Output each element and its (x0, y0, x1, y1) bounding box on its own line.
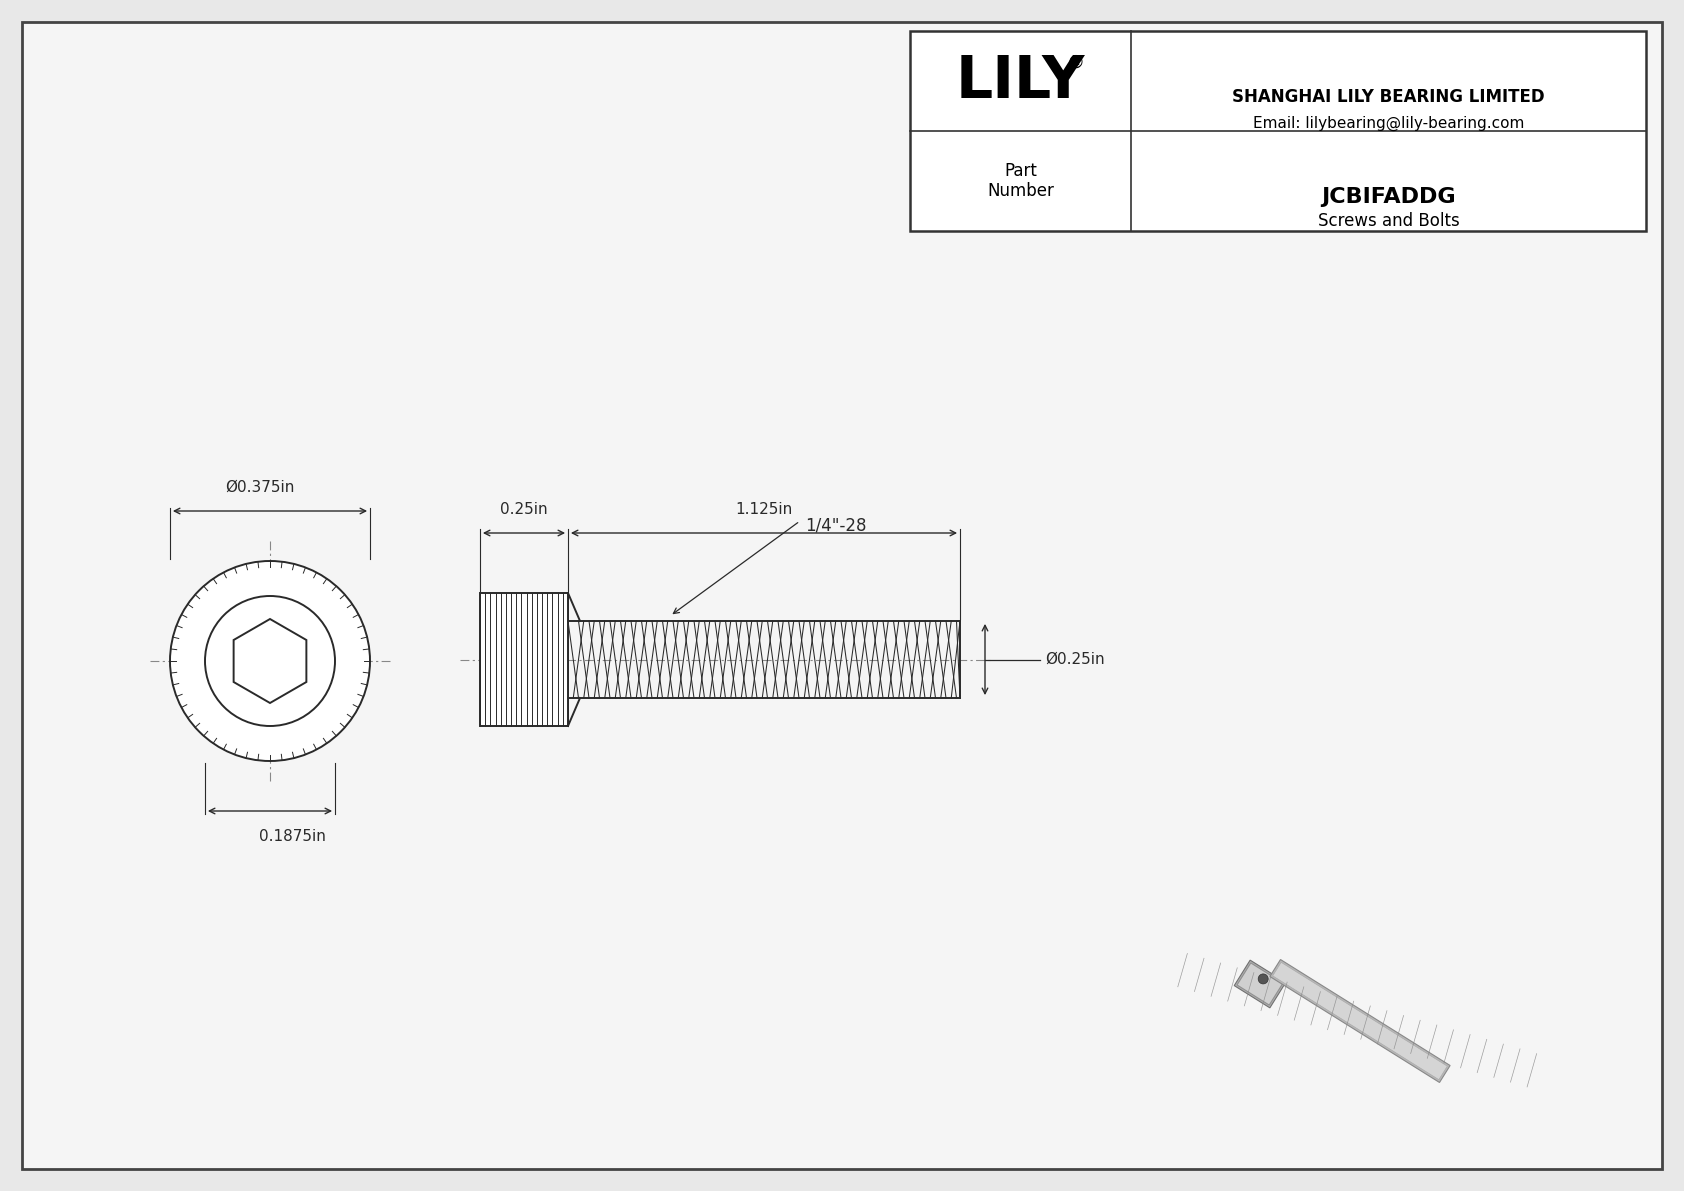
Text: Ø0.375in: Ø0.375in (226, 480, 295, 495)
Circle shape (205, 596, 335, 727)
Circle shape (1258, 974, 1268, 984)
Text: ®: ® (1066, 54, 1084, 71)
Bar (480, 593, 568, 727)
Text: 1.125in: 1.125in (736, 501, 793, 517)
Text: Screws and Bolts: Screws and Bolts (1317, 212, 1460, 230)
Text: Email: lilybearing@lily-bearing.com: Email: lilybearing@lily-bearing.com (1253, 116, 1524, 131)
Polygon shape (1270, 960, 1450, 1083)
Polygon shape (234, 619, 306, 703)
Text: JCBIFADDG: JCBIFADDG (1320, 187, 1455, 207)
Text: 1/4"-28: 1/4"-28 (805, 516, 867, 534)
Polygon shape (1238, 962, 1283, 1005)
Text: 0.1875in: 0.1875in (259, 829, 325, 844)
Text: SHANGHAI LILY BEARING LIMITED: SHANGHAI LILY BEARING LIMITED (1233, 88, 1544, 106)
Polygon shape (1234, 960, 1287, 1008)
Text: Part
Number: Part Number (987, 162, 1054, 200)
Text: Ø0.25in: Ø0.25in (1046, 651, 1105, 667)
Bar (909, 31, 1645, 231)
Text: LILY: LILY (957, 52, 1084, 110)
Circle shape (170, 561, 370, 761)
Polygon shape (1273, 962, 1447, 1080)
Text: 0.25in: 0.25in (500, 501, 547, 517)
